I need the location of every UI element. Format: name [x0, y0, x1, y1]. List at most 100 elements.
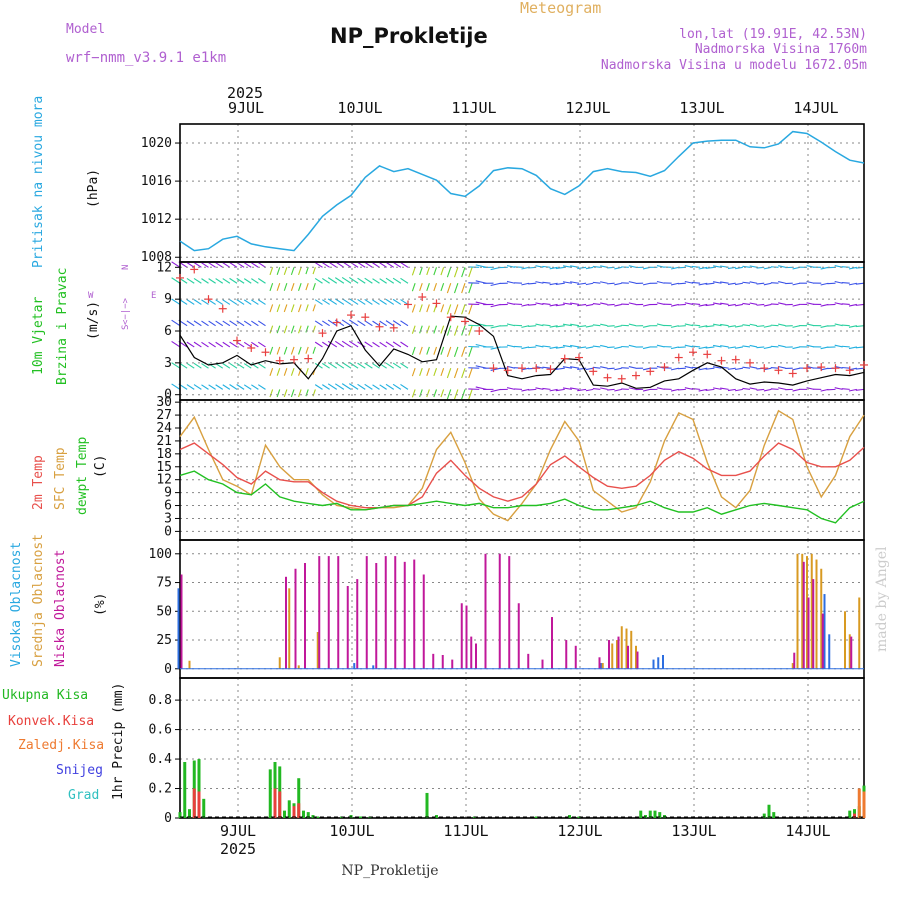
wind-arrow	[372, 299, 380, 305]
wind-arrow	[269, 267, 274, 276]
wind-arrow	[792, 367, 800, 371]
compass-w: W	[88, 291, 94, 301]
wind-arrow	[372, 262, 380, 268]
wind-arrow	[628, 387, 637, 390]
cloud-bar	[288, 588, 291, 669]
wind-arrow	[453, 304, 459, 315]
cloud-bar	[815, 559, 818, 669]
wind-arrow	[841, 366, 850, 369]
wind-arrow	[542, 302, 551, 306]
temp-tick-label: 9	[164, 486, 172, 501]
wind-arrow	[379, 341, 387, 348]
wind-arrow	[506, 265, 515, 268]
wind-arrow	[468, 304, 473, 315]
wind-arrow	[600, 281, 608, 284]
wind-arrow	[400, 341, 409, 348]
wind-arrow	[186, 299, 195, 305]
precip-bar	[772, 812, 776, 818]
wind-arrow	[392, 383, 402, 390]
wind-arrow	[229, 320, 238, 327]
wind-arrow	[440, 304, 445, 313]
wind-arrow	[446, 304, 452, 315]
cloud-bar	[858, 597, 861, 669]
wind-arrow	[411, 304, 416, 313]
wind-arrow	[720, 387, 729, 390]
cloud-label-3: Niska Oblacnost	[53, 550, 68, 667]
wind-arrow	[521, 303, 530, 307]
cloud-bar	[802, 561, 805, 669]
cloud-bar	[304, 563, 306, 669]
precip-bar	[268, 769, 272, 818]
precip-bar	[297, 778, 301, 818]
wind-arrow	[290, 267, 295, 276]
cloud-bar	[297, 665, 300, 669]
wind-arrow	[193, 384, 202, 390]
wind-arrow	[607, 303, 615, 306]
wind-arrow	[243, 320, 252, 327]
wind-arrow	[585, 325, 594, 328]
precip-bar	[306, 812, 310, 818]
cloud-bar	[801, 553, 804, 669]
wind-arrow	[720, 302, 729, 306]
cloud-bar	[630, 630, 633, 669]
wind-arrow	[193, 262, 202, 268]
year-bottom: 2025	[220, 840, 256, 858]
precip-tick-label: 0	[164, 811, 172, 826]
wind-arrow	[236, 384, 245, 390]
wind-arrow	[749, 302, 758, 306]
wind-arrow	[677, 325, 686, 327]
temp2m-line	[179, 442, 865, 509]
wind-arrow	[251, 341, 259, 348]
wind-arrow	[742, 345, 751, 348]
wind-arrow	[720, 281, 729, 284]
wind-arrow	[677, 367, 686, 370]
cloud-bar	[508, 556, 511, 669]
wind-arrow	[614, 346, 622, 350]
precip-bar	[639, 810, 643, 818]
cloud-bar	[541, 659, 544, 669]
wind-tick-label: 3	[164, 356, 172, 371]
wind-arrow	[426, 346, 430, 355]
wind-arrow	[778, 323, 786, 327]
cloud-label-1: Visoka Oblacnost	[9, 542, 24, 667]
wind-arrow	[763, 266, 772, 270]
cloud-panel: 0 25 50 75 100	[149, 539, 865, 679]
wind-arrow	[555, 346, 565, 349]
wind-arrow	[419, 367, 423, 376]
wind-arrow	[592, 281, 601, 284]
wind-arrow	[276, 389, 281, 398]
wind-arrow	[848, 346, 857, 350]
wind-arrow	[305, 367, 309, 376]
wind-arrow	[614, 266, 622, 270]
precip-label-snow: Snijeg	[56, 763, 103, 778]
precip-bar	[197, 791, 201, 818]
wind-arrow	[186, 320, 195, 327]
wind-arrow	[327, 319, 338, 327]
day-label-bottom: 9JUL	[220, 822, 256, 840]
wind-arrow	[400, 299, 409, 305]
wind-arrow	[193, 320, 202, 327]
cloud-bars	[177, 553, 861, 669]
precip-bar	[278, 791, 282, 818]
wind-arrow	[535, 323, 544, 327]
wind-arrow	[349, 340, 359, 348]
wind-panel: 0 3 6 9 12	[156, 260, 868, 403]
wind-arrow	[433, 346, 438, 355]
wind-arrow	[468, 325, 473, 336]
wind-arrow	[549, 346, 558, 349]
wind-arrow	[314, 299, 323, 305]
wind-arrow	[426, 267, 430, 276]
wind-arrow-field	[171, 261, 865, 400]
wind-arrow	[727, 388, 736, 392]
pressure-panel: 1008 1012 1016 1020	[141, 123, 865, 265]
wind-arrow	[341, 361, 352, 369]
wind-arrow	[433, 283, 438, 292]
cloud-bar	[820, 568, 823, 669]
wind-arrow	[314, 262, 323, 268]
day-label-top: 9JUL	[228, 99, 264, 117]
compass-s: S	[121, 325, 131, 330]
wind-arrow	[528, 282, 537, 285]
cloud-bar	[850, 636, 853, 669]
wind-arrow	[468, 283, 473, 294]
wind-arrow	[243, 384, 252, 390]
